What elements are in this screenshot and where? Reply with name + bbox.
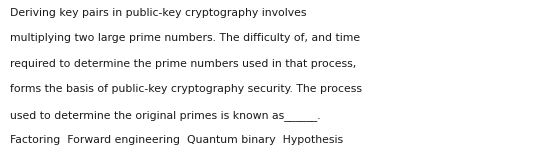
Text: required to determine the prime numbers used in that process,: required to determine the prime numbers … <box>10 59 357 69</box>
Text: forms the basis of public-key cryptography security. The process: forms the basis of public-key cryptograp… <box>10 84 362 94</box>
Text: Deriving key pairs in public-key cryptography involves: Deriving key pairs in public-key cryptog… <box>10 8 306 18</box>
Text: multiplying two large prime numbers. The difficulty of, and time: multiplying two large prime numbers. The… <box>10 33 360 43</box>
Text: used to determine the original primes is known as______.: used to determine the original primes is… <box>10 110 321 121</box>
Text: Factoring  Forward engineering  Quantum binary  Hypothesis: Factoring Forward engineering Quantum bi… <box>10 135 343 145</box>
